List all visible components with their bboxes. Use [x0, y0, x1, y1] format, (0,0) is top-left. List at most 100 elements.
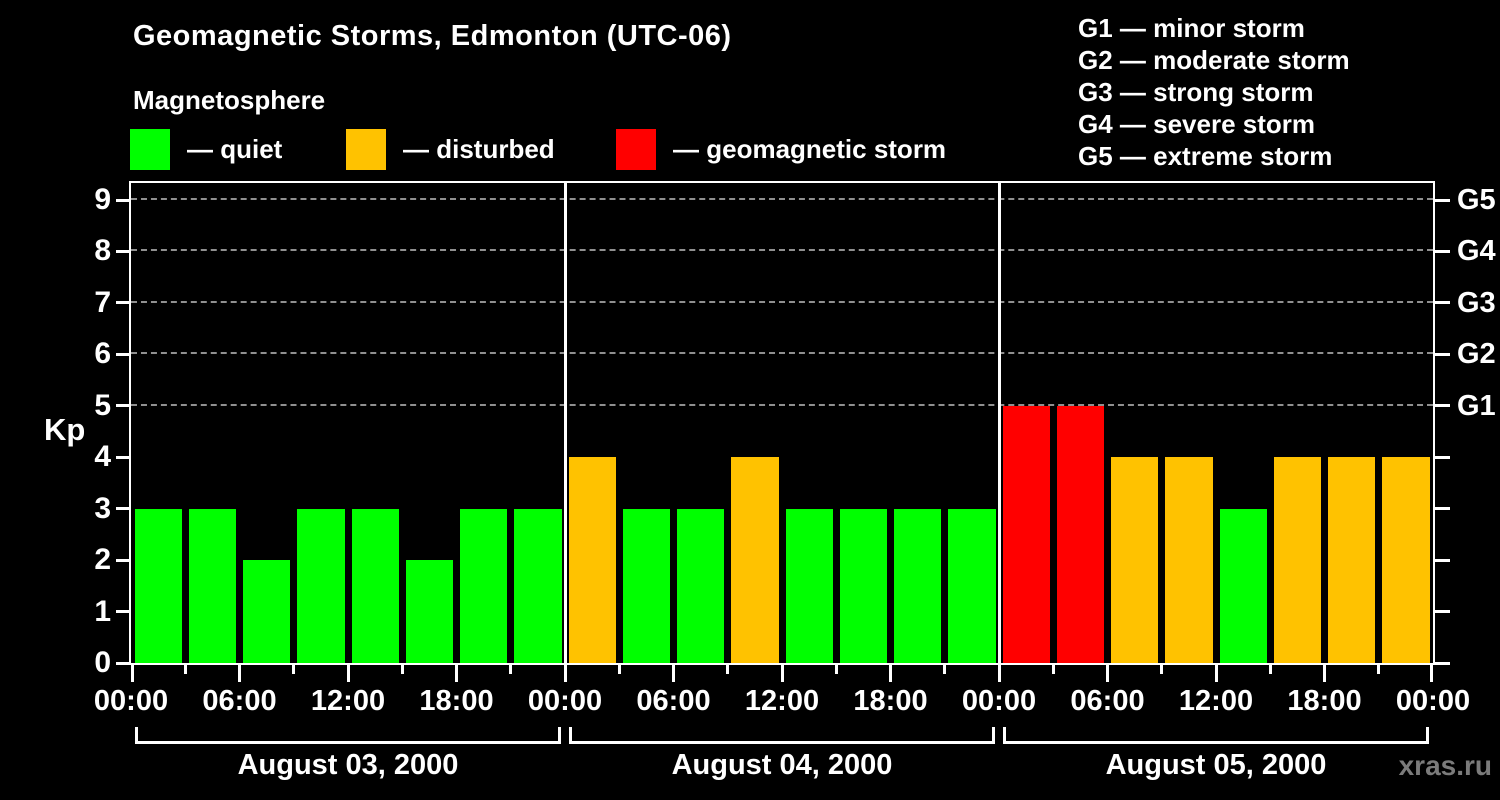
- kp-bar: [1382, 457, 1430, 663]
- y-tick-label-7: 7: [94, 285, 111, 319]
- x-tick-label-12: 00:00: [1395, 685, 1471, 717]
- plot-area: 0 1 2 3 4 5 G1 6 G2 7 G3 8 G4 9 G5 00:00 06:00 12:00 18:00…: [94, 181, 1496, 781]
- kp-bar: [297, 508, 345, 663]
- x-tick-label-8: 00:00: [961, 685, 1037, 717]
- y-tick-label-2: 2: [94, 543, 111, 577]
- page-title: Geomagnetic Storms, Edmonton (UTC-06): [133, 20, 732, 52]
- y-tick-left-5: [116, 404, 129, 408]
- storm-scale-item-g5: G5 — extreme storm: [1078, 141, 1333, 171]
- y-tick-left-9: [116, 198, 129, 202]
- kp-bar: [243, 560, 291, 663]
- x-tick-2: [238, 663, 241, 682]
- legend-item-storm: — geomagnetic storm: [616, 129, 946, 170]
- y-tick-right-9: [1435, 198, 1450, 202]
- legend-label: — disturbed: [403, 134, 555, 164]
- kp-bar: [839, 508, 887, 663]
- kp-bar: [731, 457, 779, 663]
- g-scale-label-g3: G3: [1457, 286, 1496, 319]
- kp-bar: [405, 560, 453, 663]
- y-tick-right-2: [1435, 558, 1450, 562]
- y-tick-right-8: [1435, 249, 1450, 253]
- kp-bar: [948, 508, 996, 663]
- kp-bar: [1219, 508, 1267, 663]
- x-tick-24: [1430, 663, 1433, 682]
- gridline-kp6: [131, 352, 1433, 355]
- y-tick-right-6: [1435, 352, 1450, 356]
- day-separator: [563, 183, 567, 663]
- x-tick-label-11: 18:00: [1287, 685, 1362, 717]
- x-tick-0: [131, 663, 134, 682]
- gridline-kp7: [131, 300, 1433, 303]
- legend-heading: Magnetosphere: [133, 85, 326, 115]
- watermark-link[interactable]: xras.ru: [1398, 750, 1492, 781]
- x-tick-label-3: 18:00: [419, 685, 494, 717]
- x-tick-8: [563, 663, 567, 682]
- disturbed-swatch-icon: [346, 129, 386, 170]
- y-tick-right-3: [1435, 507, 1450, 511]
- y-tick-left-8: [116, 249, 129, 253]
- kp-bar: [351, 508, 399, 663]
- day-bracket: [1003, 727, 1429, 744]
- x-tick-10: [672, 663, 675, 682]
- storm-scale-item-g2: G2 — moderate storm: [1078, 45, 1350, 75]
- x-tick-1: [183, 663, 187, 674]
- kp-bar: [514, 508, 562, 663]
- plot-inner: 0 1 2 3 4 5 G1 6 G2 7 G3 8 G4 9 G5 00:00 06:00 12:00 18:00…: [94, 183, 1496, 781]
- day-separator: [997, 183, 1001, 663]
- day-bracket: [569, 727, 995, 744]
- y-tick-right-5: [1435, 404, 1450, 408]
- x-tick-label-7: 18:00: [853, 685, 928, 717]
- x-tick-4: [346, 663, 350, 682]
- y-tick-left-2: [116, 558, 129, 562]
- kp-bar: [460, 508, 508, 663]
- legend-item-quiet: — quiet: [130, 129, 282, 170]
- x-tick-label-4: 00:00: [527, 685, 603, 717]
- x-tick-11: [726, 663, 730, 674]
- quiet-swatch-icon: [130, 129, 170, 170]
- date-label: August 04, 2000: [671, 749, 893, 781]
- date-label: August 03, 2000: [237, 749, 459, 781]
- y-tick-left-4: [116, 455, 129, 459]
- x-tick-5: [400, 663, 404, 674]
- kp-bar: [1002, 405, 1050, 663]
- x-tick-label-9: 06:00: [1070, 685, 1145, 717]
- kp-bar: [1165, 457, 1213, 663]
- storm-swatch-icon: [616, 129, 656, 170]
- kp-bar: [894, 508, 942, 663]
- x-tick-16: [997, 663, 1001, 682]
- g-scale-label-g2: G2: [1457, 338, 1496, 371]
- storm-scale-legend: G1 — minor storm G2 — moderate storm G3 …: [1078, 12, 1350, 172]
- x-tick-7: [509, 663, 513, 674]
- storm-scale-item-g3: G3 — strong storm: [1078, 77, 1314, 107]
- y-tick-right-4: [1435, 455, 1450, 459]
- y-tick-label-8: 8: [94, 234, 111, 268]
- kp-bar: [188, 508, 236, 663]
- x-tick-label-10: 12:00: [1178, 685, 1254, 717]
- y-tick-label-4: 4: [94, 440, 111, 474]
- x-tick-14: [889, 663, 892, 682]
- kp-bar: [1328, 457, 1376, 663]
- legend-label: — quiet: [187, 134, 283, 164]
- x-tick-label-5: 06:00: [636, 685, 711, 717]
- kp-bar: [568, 457, 616, 663]
- y-tick-left-6: [116, 352, 129, 356]
- kp-bar: [1111, 457, 1159, 663]
- kp-bar: [785, 508, 833, 663]
- x-tick-label-2: 12:00: [310, 685, 386, 717]
- y-tick-label-5: 5: [94, 388, 111, 422]
- storm-scale-item-g4: G4 — severe storm: [1078, 109, 1316, 139]
- storm-scale-item-g1: G1 — minor storm: [1078, 13, 1305, 43]
- kp-bar: [1056, 405, 1104, 663]
- x-tick-23: [1377, 663, 1381, 674]
- g-scale-label-g1: G1: [1457, 389, 1496, 422]
- x-tick-12: [780, 663, 784, 682]
- x-tick-15: [943, 663, 947, 674]
- day-bracket: [135, 727, 561, 744]
- y-tick-label-1: 1: [94, 594, 111, 628]
- gridline-kp8: [131, 249, 1433, 252]
- x-tick-13: [834, 663, 838, 674]
- y-tick-left-7: [116, 301, 129, 305]
- x-tick-3: [292, 663, 296, 674]
- x-tick-22: [1323, 663, 1326, 682]
